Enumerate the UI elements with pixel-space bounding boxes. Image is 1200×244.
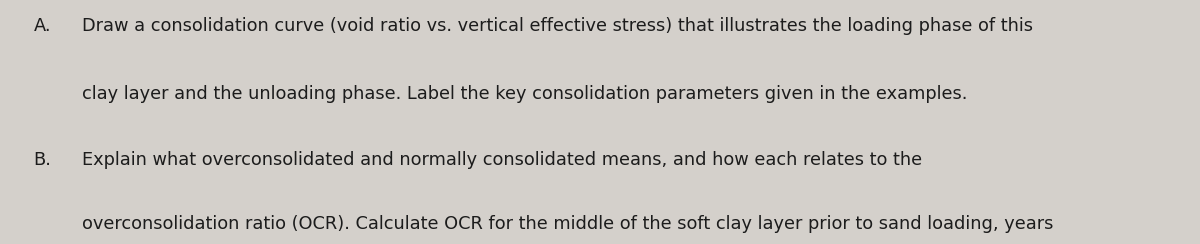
Text: B.: B.	[34, 151, 52, 169]
Text: overconsolidation ratio (OCR). Calculate OCR for the middle of the soft clay lay: overconsolidation ratio (OCR). Calculate…	[82, 215, 1052, 233]
Text: A.: A.	[34, 17, 52, 35]
Text: clay layer and the unloading phase. Label the key consolidation parameters given: clay layer and the unloading phase. Labe…	[82, 85, 967, 103]
Text: Draw a consolidation curve (void ratio vs. vertical effective stress) that illus: Draw a consolidation curve (void ratio v…	[82, 17, 1032, 35]
Text: Explain what overconsolidated and normally consolidated means, and how each rela: Explain what overconsolidated and normal…	[82, 151, 922, 169]
